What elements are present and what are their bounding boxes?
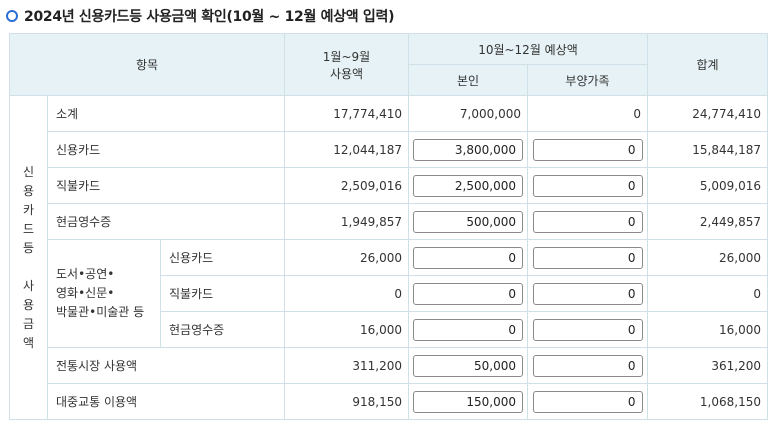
- total-value: 361,200: [647, 347, 768, 384]
- total-value: 24,774,410: [647, 95, 768, 132]
- table-row-culture-cash: 현금영수증 16,000 16,000: [10, 311, 768, 348]
- total-value: 15,844,187: [647, 131, 768, 168]
- cash-dependents-input[interactable]: [532, 210, 643, 233]
- row-label: 대중교통 이용액: [47, 383, 285, 420]
- culture-debit-self-input[interactable]: [413, 282, 523, 305]
- table-row-debit-card: 직불카드 2,509,016 5,009,016: [10, 167, 768, 204]
- table-row-cash-receipt: 현금영수증 1,949,857 2,449,857: [10, 203, 768, 240]
- jan-sep-value: 0: [284, 275, 409, 312]
- header-total: 합계: [647, 33, 768, 96]
- self-value: 7,000,000: [408, 95, 528, 132]
- row-label: 현금영수증: [47, 203, 285, 240]
- debit-dependents-input[interactable]: [532, 174, 643, 197]
- row-label: 소계: [47, 95, 285, 132]
- transit-dependents-input[interactable]: [532, 390, 643, 413]
- table-row-traditional-market: 전통시장 사용액 311,200 361,200: [10, 347, 768, 384]
- jan-sep-value: 918,150: [284, 383, 409, 420]
- header-dependents: 부양가족: [527, 64, 648, 96]
- jan-sep-value: 311,200: [284, 347, 409, 384]
- total-value: 16,000: [647, 311, 768, 348]
- cash-self-input[interactable]: [413, 210, 523, 233]
- card-usage-table: 항목 1월~9월 사용액 10월~12월 예상액 합계 본인 부양가족 신 용 …: [9, 33, 768, 420]
- side-label: 신 용 카 드 등 사 용 금 액: [9, 95, 48, 420]
- header-jan-sep-line1: 1월~9월: [322, 49, 371, 64]
- table-row-public-transit: 대중교통 이용액 918,150 1,068,150: [10, 383, 768, 420]
- jan-sep-value: 1,949,857: [284, 203, 409, 240]
- header-item: 항목: [9, 33, 285, 96]
- row-label: 신용카드: [160, 239, 285, 276]
- header-jan-sep-line2: 사용액: [329, 66, 364, 81]
- jan-sep-value: 16,000: [284, 311, 409, 348]
- market-dependents-input[interactable]: [532, 354, 643, 377]
- culture-group-label: 도서•공연• 영화•신문• 박물관•미술관 등: [47, 239, 161, 348]
- section-title: 2024년 신용카드등 사용금액 확인(10월 ~ 12월 예상액 입력): [6, 6, 395, 26]
- jan-sep-value: 17,774,410: [284, 95, 409, 132]
- credit-dependents-input[interactable]: [532, 138, 643, 161]
- culture-credit-self-input[interactable]: [413, 246, 523, 269]
- jan-sep-value: 12,044,187: [284, 131, 409, 168]
- jan-sep-value: 26,000: [284, 239, 409, 276]
- total-value: 1,068,150: [647, 383, 768, 420]
- circle-bullet-icon: [6, 10, 18, 22]
- header-jan-sep: 1월~9월 사용액: [284, 33, 409, 96]
- culture-credit-dependents-input[interactable]: [532, 246, 643, 269]
- row-label: 직불카드: [47, 167, 285, 204]
- culture-cash-self-input[interactable]: [413, 318, 523, 341]
- table-row-culture-debit: 직불카드 0 0: [10, 275, 768, 312]
- table-row-credit-card: 신용카드 12,044,187 15,844,187: [10, 131, 768, 168]
- culture-debit-dependents-input[interactable]: [532, 282, 643, 305]
- total-value: 26,000: [647, 239, 768, 276]
- credit-self-input[interactable]: [413, 138, 523, 161]
- total-value: 0: [647, 275, 768, 312]
- jan-sep-value: 2,509,016: [284, 167, 409, 204]
- row-label: 전통시장 사용액: [47, 347, 285, 384]
- table-row-culture-credit: 도서•공연• 영화•신문• 박물관•미술관 등 신용카드 26,000 26,0…: [10, 239, 768, 348]
- row-label: 신용카드: [47, 131, 285, 168]
- total-value: 5,009,016: [647, 167, 768, 204]
- debit-self-input[interactable]: [413, 174, 523, 197]
- table-row-subtotal: 신 용 카 드 등 사 용 금 액 소계 17,774,410 7,000,00…: [9, 95, 768, 420]
- market-self-input[interactable]: [413, 354, 523, 377]
- total-value: 2,449,857: [647, 203, 768, 240]
- row-label: 현금영수증: [160, 311, 285, 348]
- section-title-text: 2024년 신용카드등 사용금액 확인(10월 ~ 12월 예상액 입력): [24, 9, 395, 25]
- header-oct-dec: 10월~12월 예상액: [408, 33, 648, 65]
- dependents-value: 0: [527, 95, 648, 132]
- culture-cash-dependents-input[interactable]: [532, 318, 643, 341]
- transit-self-input[interactable]: [413, 390, 523, 413]
- row-label: 직불카드: [160, 275, 285, 312]
- header-self: 본인: [408, 64, 528, 96]
